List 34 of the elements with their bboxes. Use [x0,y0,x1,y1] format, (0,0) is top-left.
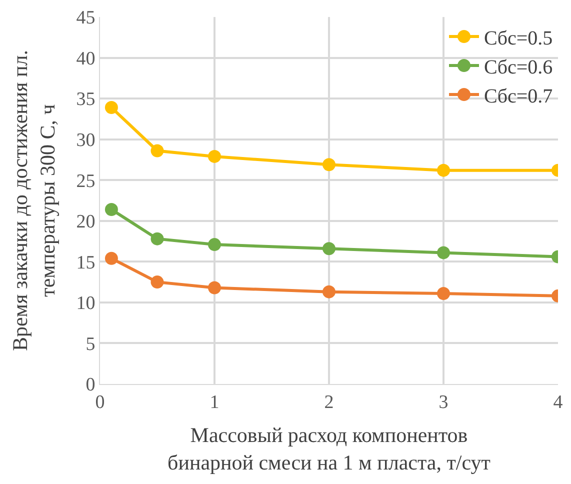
y-tick-label: 45 [76,8,96,29]
y-tick-label: 0 [86,374,96,396]
y-tick-label: 15 [76,252,96,274]
y-tick-label: 25 [76,170,96,192]
y-tick-label: 10 [76,293,96,314]
x-tick-label: 4 [553,392,564,413]
point [208,238,221,252]
legend-label: Cбс=0.6 [484,56,553,78]
point [437,164,450,177]
y-tick-label: 40 [76,48,96,70]
point [104,202,118,216]
x-tick-label: 2 [324,392,334,413]
point [322,242,336,256]
point [104,101,118,114]
x-tick-label: 3 [438,392,448,413]
point [437,246,450,260]
legend-label: Cбс=0.5 [484,27,553,50]
y-tick-label: 35 [76,89,96,110]
y-tick-label: 30 [76,130,96,151]
point [150,276,164,289]
point [150,144,164,158]
point [437,286,450,300]
point [104,252,118,265]
y-tick-label: 20 [76,212,96,233]
y-axis-title: Время закачки до достижения пл. температуры 300 С, ч [8,50,60,352]
legend-label: Cбс=0.7 [484,85,553,108]
point [322,158,336,172]
point [208,150,221,163]
point [150,232,164,246]
point [322,285,336,298]
x-tick-label: 1 [210,392,220,413]
x-axis-title: Массовый расход компонентов бинарной смеси на 1 м пласта, т/сут [168,423,490,474]
point [208,281,221,294]
y-tick-label: 5 [86,334,96,355]
